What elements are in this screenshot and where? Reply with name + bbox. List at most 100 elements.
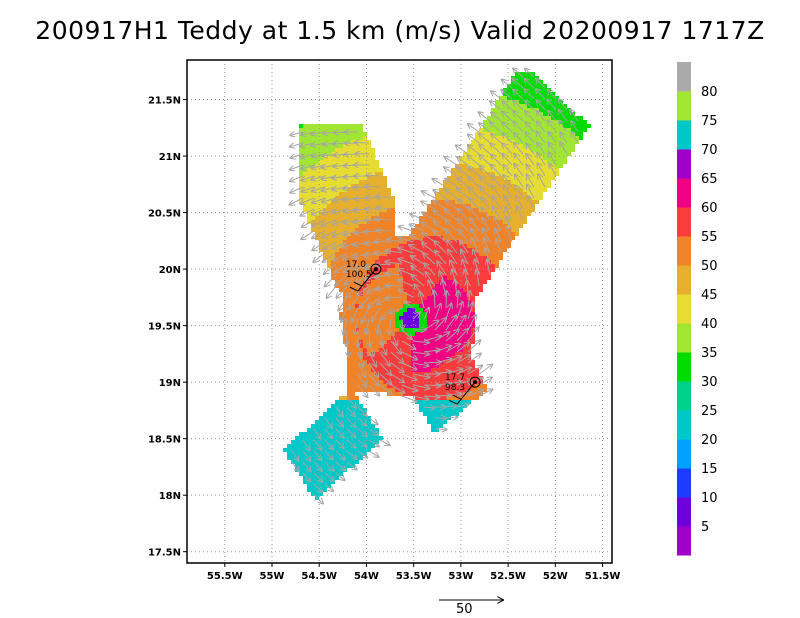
wind-vector xyxy=(377,208,392,209)
wind-vector xyxy=(456,404,469,407)
wind-vector xyxy=(468,124,480,133)
wind-vector xyxy=(494,217,502,232)
wind-vector xyxy=(468,145,480,155)
wind-vector xyxy=(346,395,356,408)
wind-vector xyxy=(526,164,535,177)
wind-vector xyxy=(433,231,447,243)
wind-vector xyxy=(401,340,415,349)
wind-vector xyxy=(506,227,513,243)
wind-vector xyxy=(516,196,524,210)
wind-vector xyxy=(434,332,449,342)
wind-vector xyxy=(456,392,471,397)
wind-vector xyxy=(420,292,425,309)
wind-vector xyxy=(515,185,524,199)
wind-vector xyxy=(401,351,417,360)
wind-vector xyxy=(401,384,417,391)
wind-vector xyxy=(445,209,458,221)
wind-vector xyxy=(467,303,473,320)
obs-label-pressure: 100.5 xyxy=(346,270,372,280)
chart-title: 200917H1 Teddy at 1.5 km (m/s) Valid 202… xyxy=(35,16,765,45)
wind-vector xyxy=(422,191,436,199)
wind-vector xyxy=(469,198,480,210)
wind-vector xyxy=(505,207,513,221)
wind-vector xyxy=(437,262,447,276)
colorbar-swatch xyxy=(677,120,691,150)
colorbar-label: 55 xyxy=(701,230,718,245)
wind-vector xyxy=(468,155,480,166)
wind-vector xyxy=(410,214,425,221)
wind-vector xyxy=(398,280,414,287)
colorbar-label: 65 xyxy=(701,172,718,187)
obs-marker xyxy=(370,263,382,275)
wind-vector xyxy=(301,230,315,239)
wind-vector xyxy=(313,483,322,492)
y-tick-label: 21N xyxy=(159,152,181,163)
wind-vector xyxy=(401,362,416,369)
y-axis-ticks: 21.5N 21N 20.5N 20N 19.5N 19N 18.5N 18N 17.5N xyxy=(148,96,187,559)
colorbar-swatch xyxy=(677,526,691,556)
wind-vector xyxy=(401,329,412,339)
colorbar-swatch xyxy=(677,468,691,498)
wind-vector xyxy=(445,330,459,342)
wind-vector xyxy=(313,252,326,262)
wind-vector xyxy=(525,122,535,133)
obs-label-temp: 17.0 xyxy=(346,260,366,270)
wind-vector xyxy=(366,175,381,176)
wind-vector xyxy=(445,316,456,331)
wind-vector xyxy=(457,157,469,166)
colorbar-label: 40 xyxy=(701,317,718,332)
wind-vector xyxy=(312,230,326,238)
wind-vector xyxy=(447,240,458,254)
wind-vector xyxy=(514,164,524,177)
colorbar-swatch xyxy=(677,62,691,92)
wind-vector xyxy=(357,417,366,425)
wind-barb-flag xyxy=(349,286,359,292)
wind-vector xyxy=(423,385,440,386)
y-tick-label: 18.5N xyxy=(148,435,181,446)
wind-vector xyxy=(335,428,344,438)
wind-vector xyxy=(379,439,390,445)
wind-vector xyxy=(445,417,458,418)
wind-vector xyxy=(324,450,333,459)
wind-vector xyxy=(324,461,334,471)
wind-vector xyxy=(379,340,386,355)
wind-vector xyxy=(456,342,469,353)
wind-vector xyxy=(291,461,299,471)
x-tick-label: 55.5W xyxy=(207,571,243,582)
wind-vector xyxy=(412,363,429,366)
wind-vector xyxy=(477,270,479,287)
wind-vector xyxy=(528,196,535,210)
wind-vector xyxy=(479,134,491,144)
wind-vector xyxy=(524,79,535,89)
wind-vector xyxy=(526,144,535,155)
wind-vector xyxy=(355,142,370,143)
wind-vector xyxy=(336,285,348,298)
wind-vector xyxy=(368,384,379,396)
x-tick-label: 53.5W xyxy=(396,571,432,582)
wind-vector xyxy=(487,260,490,276)
wind-vector xyxy=(517,206,524,221)
colorbar-label: 15 xyxy=(701,462,718,477)
wind-vector xyxy=(445,344,460,353)
wind-vector xyxy=(457,178,469,188)
colorbar-swatch xyxy=(677,381,691,411)
wind-vector xyxy=(468,167,480,177)
wind-vector xyxy=(423,350,440,352)
wind-vector xyxy=(479,155,491,166)
wind-vector xyxy=(333,252,348,261)
wind-vector xyxy=(344,263,359,272)
wind-vector xyxy=(379,384,392,394)
wind-vector xyxy=(335,472,345,480)
colorbar-label: 75 xyxy=(701,114,718,129)
wind-vector xyxy=(458,219,469,232)
wind-vector xyxy=(302,439,310,450)
wind-vector xyxy=(503,175,513,188)
wind-vector xyxy=(335,439,344,448)
colorbar-label: 60 xyxy=(701,201,718,216)
wind-vector xyxy=(493,206,502,221)
wind-vector xyxy=(290,197,304,205)
wind-vector xyxy=(537,101,546,111)
wind-vector xyxy=(491,165,502,177)
wind-vector xyxy=(548,152,557,166)
